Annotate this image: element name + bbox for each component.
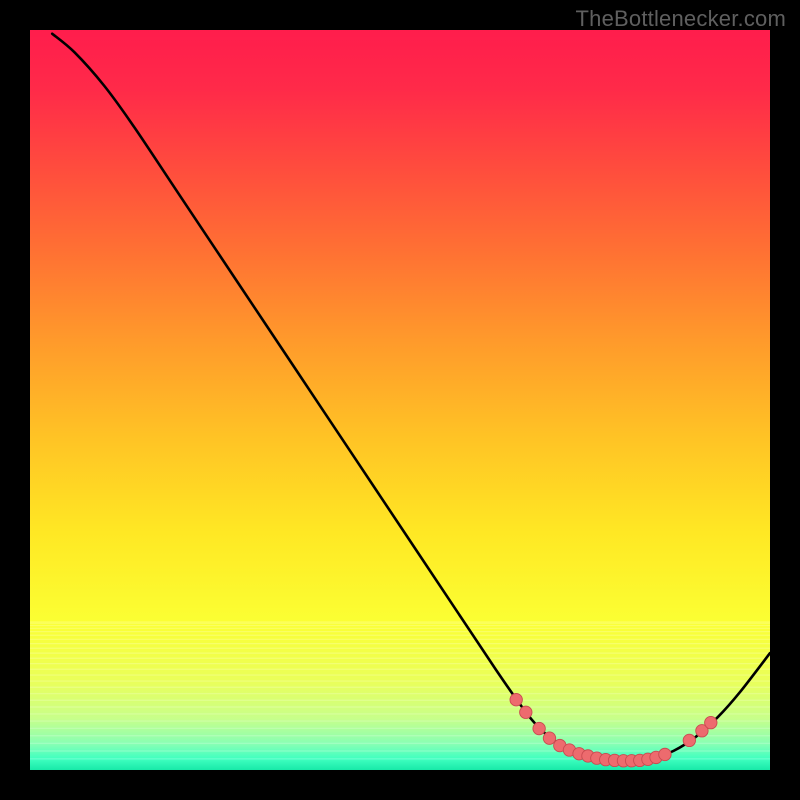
- chart-frame: TheBottlenecker.com: [0, 0, 800, 800]
- gradient-background: [30, 30, 770, 770]
- curve-marker: [533, 722, 545, 734]
- curve-marker: [520, 706, 532, 718]
- curve-marker: [543, 732, 555, 744]
- curve-marker: [683, 734, 695, 746]
- curve-marker: [705, 716, 717, 728]
- curve-marker: [659, 748, 671, 760]
- watermark-text: TheBottlenecker.com: [576, 6, 786, 32]
- chart-svg: [30, 30, 770, 770]
- curve-marker: [510, 694, 522, 706]
- plot-area: [30, 30, 770, 770]
